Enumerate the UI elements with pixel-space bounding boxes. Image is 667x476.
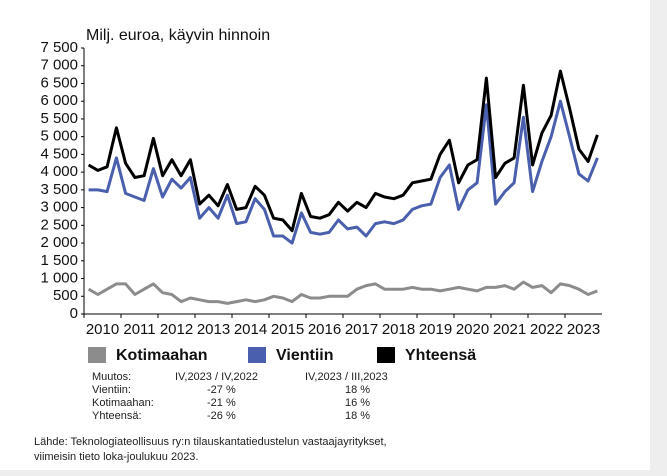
x-tick-label: 2011 bbox=[123, 321, 155, 338]
y-tick-label: 2 000 bbox=[40, 234, 78, 251]
table-cell: Yhteensä: bbox=[92, 410, 142, 422]
y-tick-label: 7 500 bbox=[40, 39, 78, 56]
table-cell: 18 % bbox=[345, 384, 371, 396]
table-cell: 18 % bbox=[345, 410, 371, 422]
y-tick-label: 2 500 bbox=[40, 216, 78, 233]
y-tick-label: 1 500 bbox=[40, 252, 78, 269]
series-line bbox=[88, 99, 599, 245]
table-cell: IV,2023 / III,2023 bbox=[305, 371, 388, 383]
y-tick-label: 7 000 bbox=[40, 57, 78, 74]
x-tick-label: 2017 bbox=[345, 321, 378, 338]
table-cell: Kotimaahan: bbox=[92, 397, 154, 409]
table-cell: -26 % bbox=[207, 410, 236, 422]
x-tick-label: 2015 bbox=[271, 321, 304, 338]
series-line bbox=[87, 69, 599, 233]
y-tick-label: 6 000 bbox=[40, 92, 78, 109]
y-tick-label: 4 000 bbox=[40, 163, 78, 180]
y-tick-label: 1 000 bbox=[40, 270, 78, 287]
y-tick-label: 4 500 bbox=[40, 145, 78, 162]
source-note: viimeisin tieto loka-joulukuu 2023. bbox=[34, 451, 199, 463]
x-tick-label: 2021 bbox=[493, 321, 526, 338]
x-tick-label: 2019 bbox=[419, 321, 452, 338]
card: Milj. euroa, käyvin hinnoin 0 500 1 000 1 5… bbox=[0, 0, 650, 470]
y-tick-label: 3 500 bbox=[40, 181, 78, 198]
table-cell: Muutos: bbox=[92, 371, 132, 383]
y-axis-title: Milj. euroa, käyvin hinnoin bbox=[86, 27, 270, 44]
table-cell: -21 % bbox=[207, 397, 236, 409]
y-tick-label: 500 bbox=[53, 287, 78, 304]
x-tick-label: 2012 bbox=[160, 321, 193, 338]
x-tick-label: 2016 bbox=[308, 321, 341, 338]
y-tick-label: 6 500 bbox=[40, 74, 78, 91]
x-tick-label: 2018 bbox=[382, 321, 415, 338]
series-line bbox=[87, 280, 598, 305]
x-tick-label: 2020 bbox=[456, 321, 489, 338]
source-note: Lähde: Teknologiateollisuus ry:n tilausk… bbox=[34, 436, 387, 448]
x-tick-label: 2013 bbox=[197, 321, 230, 338]
y-tick-label: 3 000 bbox=[40, 199, 78, 216]
y-tick-label: 0 bbox=[70, 305, 78, 322]
x-tick-label: 2023 bbox=[567, 321, 600, 338]
table-cell: 16 % bbox=[345, 397, 371, 409]
y-tick-label: 5 500 bbox=[40, 110, 78, 127]
table-cell: Vientiin: bbox=[92, 384, 131, 396]
y-tick-label: 5 000 bbox=[40, 128, 78, 145]
table-cell: IV,2023 / IV,2022 bbox=[175, 371, 258, 383]
x-tick-label: 2014 bbox=[234, 321, 267, 338]
x-tick-label: 2022 bbox=[530, 321, 563, 338]
x-tick-label: 2010 bbox=[86, 321, 119, 338]
table-cell: -27 % bbox=[207, 384, 236, 396]
